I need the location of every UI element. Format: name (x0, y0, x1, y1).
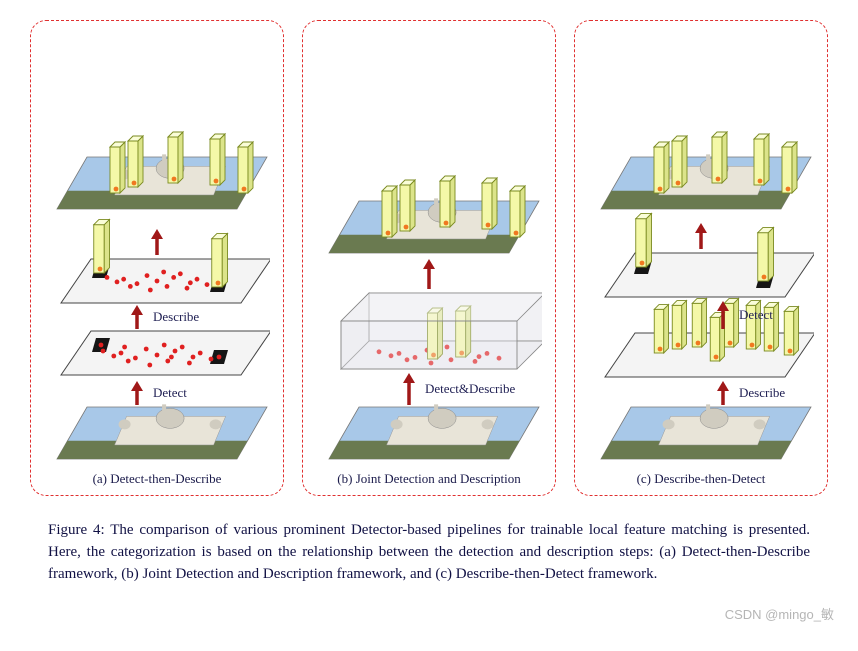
panel-c: Describe Detect (c) Describe-then-Detect (574, 20, 828, 496)
panel-a: Detect Describe (a) Detect-then-Describe (30, 20, 284, 496)
panel-b-caption: (b) Joint Detection and Description (313, 471, 545, 487)
diagram-a: Detect Describe (45, 35, 270, 465)
watermark: CSDN @mingo_敏 (725, 604, 834, 623)
svg-text:Detect: Detect (739, 307, 773, 322)
panel-b: Detect&Describe (b) Joint Detection and … (302, 20, 556, 496)
svg-text:Describe: Describe (739, 385, 785, 400)
diagram-b: Detect&Describe (317, 35, 542, 465)
panel-c-caption: (c) Describe-then-Detect (585, 471, 817, 487)
svg-text:Detect&Describe: Detect&Describe (425, 381, 515, 396)
panel-a-caption: (a) Detect-then-Describe (41, 471, 273, 487)
svg-text:Detect: Detect (153, 385, 187, 400)
svg-text:Describe: Describe (153, 309, 199, 324)
panels-row: DetectDescribe (a) Detect-then-Describe … (30, 20, 828, 496)
figure-caption: Figure 4: The comparison of various prom… (30, 520, 828, 585)
diagram-c: Describe Detect (589, 35, 814, 465)
